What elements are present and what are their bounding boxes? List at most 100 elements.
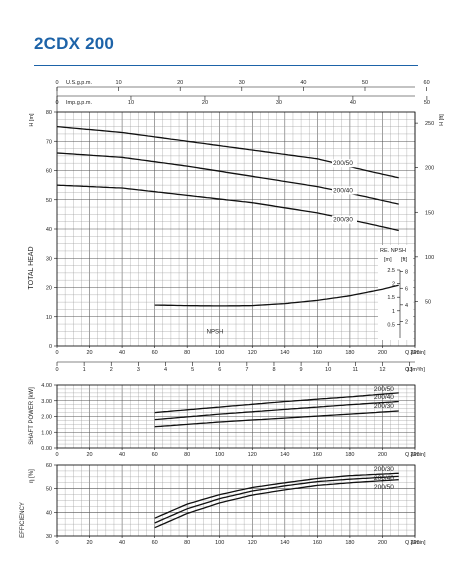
imp-gpm-tick-label: 30 (276, 100, 282, 106)
power-x-tick-label: 120 (248, 452, 257, 458)
head-y-tick-label: 30 (46, 256, 52, 262)
title-divider (34, 65, 418, 66)
efficiency-y-tick-label: 60 (46, 463, 52, 469)
efficiency-y-unit-label: η [%] (29, 469, 35, 483)
npsh-ft-tick-label: 2 (405, 319, 408, 325)
npsh-inset-bg (378, 245, 413, 340)
power-y-tick-label: 1.00 (41, 430, 52, 436)
efficiency-x-tick-label: 100 (215, 540, 224, 546)
power-series-label-200-30: 200/30 (374, 403, 394, 410)
npsh-ft-tick-label: 4 (405, 303, 408, 309)
efficiency-y-tick-label: 50 (46, 487, 52, 493)
m3h-tick-label: 3 (137, 367, 140, 373)
head-series-label-200-30: 200/30 (333, 217, 353, 224)
head-x-tick-label: 180 (345, 350, 354, 356)
efficiency-x-tick-label: 40 (119, 540, 125, 546)
head-y-unit-label: H [m] (29, 113, 35, 127)
head-y-tick-label: 70 (46, 139, 52, 145)
head-y-tick-label: 10 (46, 315, 52, 321)
power-x-tick-label: 40 (119, 452, 125, 458)
power-x-tick-label: 160 (313, 452, 322, 458)
efficiency-x-unit-label: Q [l/min] (405, 540, 426, 546)
head-ft-unit-label: H [ft] (439, 114, 445, 126)
npsh-axis-unit-ft: [ft] (401, 257, 408, 263)
us-gpm-tick-label: 0 (55, 80, 58, 86)
m3h-tick-label: 9 (300, 367, 303, 373)
power-x-tick-label: 20 (86, 452, 92, 458)
power-x-tick-label: 220 (410, 452, 419, 458)
head-x-tick-label: 80 (184, 350, 190, 356)
m3h-tick-label: 12 (379, 367, 385, 373)
head-curve-npsh (154, 284, 399, 307)
npsh-m-tick-label: 2 (392, 282, 395, 288)
power-x-tick-label: 60 (152, 452, 158, 458)
head-series-label-200-40-bg (332, 186, 357, 195)
power-series-label-200-40: 200/40 (374, 394, 394, 401)
power-x-tick-label: 180 (345, 452, 354, 458)
npsh-m-tick-label: 1 (392, 309, 395, 315)
imp-gpm-axis-label: Imp.g.p.m. (66, 100, 92, 106)
efficiency-x-tick-label: 80 (184, 540, 190, 546)
head-y-tick-label: 40 (46, 227, 52, 233)
head-series-label-200-40: 200/40 (333, 187, 353, 194)
m3h-unit-label: Q [m³/h] (405, 367, 425, 373)
head-ft-tick-label: 50 (425, 299, 431, 305)
efficiency-x-tick-label: 20 (86, 540, 92, 546)
m3h-tick-label: 5 (191, 367, 194, 373)
power-y-tick-label: 4.00 (41, 383, 52, 389)
npsh-axis-unit-m: [m] (384, 257, 392, 263)
efficiency-series-label-200-50: 200/50 (374, 484, 394, 491)
npsh-axis-label: RE. NPSH (380, 248, 406, 254)
efficiency-y-tick-label: 30 (46, 534, 52, 540)
efficiency-x-tick-label: 220 (410, 540, 419, 546)
m3h-tick-label: 13 (407, 367, 413, 373)
head-ft-tick-label: 150 (425, 210, 434, 216)
npsh-ft-tick-label: 6 (405, 286, 408, 292)
head-y-tick-label: 60 (46, 169, 52, 175)
imp-gpm-tick-label: 10 (128, 100, 134, 106)
power-y-tick-label: 0.00 (41, 446, 52, 452)
power-series-label-200-50: 200/50 (374, 386, 394, 393)
m3h-tick-label: 8 (272, 367, 275, 373)
npsh-m-tick-label: 0.5 (387, 322, 395, 328)
imp-gpm-tick-label: 40 (350, 100, 356, 106)
m3h-tick-label: 4 (164, 367, 167, 373)
head-x-unit-label: Q [l/min] (405, 350, 426, 356)
m3h-tick-label: 10 (325, 367, 331, 373)
imp-gpm-tick-label: 50 (424, 100, 430, 106)
head-x-tick-label: 40 (119, 350, 125, 356)
head-x-tick-label: 60 (152, 350, 158, 356)
head-series-label-200-50-bg (332, 159, 357, 168)
head-series-label-200-30-bg (332, 215, 357, 224)
power-curve-200-40 (154, 400, 399, 421)
power-x-tick-label: 80 (184, 452, 190, 458)
power-y-axis-title: SHAFT POWER [kW] (29, 387, 35, 445)
head-y-tick-label: 0 (49, 344, 52, 350)
us-gpm-tick-label: 50 (362, 80, 368, 86)
m3h-tick-label: 11 (352, 367, 358, 373)
power-x-tick-label: 100 (215, 452, 224, 458)
efficiency-series-label-200-40: 200/40 (374, 475, 394, 482)
npsh-curve-label: NPSH (207, 330, 224, 336)
power-curve-200-30 (154, 410, 399, 428)
head-ft-tick-label: 100 (425, 255, 434, 261)
efficiency-x-tick-label: 140 (280, 540, 289, 546)
m3h-tick-label: 1 (83, 367, 86, 373)
efficiency-x-tick-label: 160 (313, 540, 322, 546)
npsh-m-tick-label: 2.5 (387, 268, 395, 274)
efficiency-x-tick-label: 120 (248, 540, 257, 546)
npsh-m-tick-label: 1.5 (387, 295, 395, 301)
power-x-unit-label: Q [l/min] (405, 452, 426, 458)
us-gpm-tick-label: 60 (424, 80, 430, 86)
power-curve-200-50 (154, 392, 399, 414)
head-y-axis-title: TOTAL HEAD (28, 246, 35, 289)
efficiency-curve-200-30 (154, 472, 399, 519)
power-x-tick-label: 140 (280, 452, 289, 458)
head-y-tick-label: 50 (46, 198, 52, 204)
efficiency-x-tick-label: 0 (55, 540, 58, 546)
efficiency-x-tick-label: 200 (378, 540, 387, 546)
efficiency-x-tick-label: 60 (152, 540, 158, 546)
m3h-tick-label: 6 (218, 367, 221, 373)
imp-gpm-tick-label: 20 (202, 100, 208, 106)
